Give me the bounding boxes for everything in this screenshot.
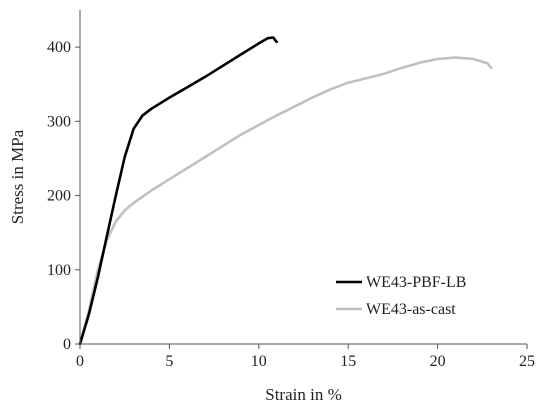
y-tick-label: 400 (47, 39, 71, 56)
y-tick-label: 100 (47, 262, 71, 279)
axes (79, 10, 527, 345)
legend-label-as-cast: WE43-as-cast (366, 301, 456, 318)
x-ticks: 0 5 10 15 20 25 (76, 344, 535, 370)
y-tick-label: 300 (47, 113, 71, 130)
y-tick-label: 200 (47, 188, 71, 205)
plot-lines (78, 36, 493, 346)
y-tick-label: 0 (63, 336, 71, 353)
x-axis-title: Strain in % (265, 385, 342, 404)
legend-label-pbf-lb: WE43-PBF-LB (366, 274, 466, 291)
legend: WE43-PBF-LB WE43-as-cast (336, 274, 466, 318)
series-line-as-cast (78, 56, 493, 346)
x-tick-label: 10 (251, 353, 267, 370)
x-tick-label: 25 (519, 353, 535, 370)
x-tick-label: 5 (165, 353, 173, 370)
x-tick-label: 15 (340, 353, 356, 370)
x-tick-label: 0 (76, 353, 84, 370)
y-ticks: 0 100 200 300 400 (47, 39, 80, 353)
x-tick-label: 20 (430, 353, 446, 370)
series-line-pbf-lb (78, 36, 278, 346)
y-axis-title: Stress in MPa (8, 129, 27, 224)
